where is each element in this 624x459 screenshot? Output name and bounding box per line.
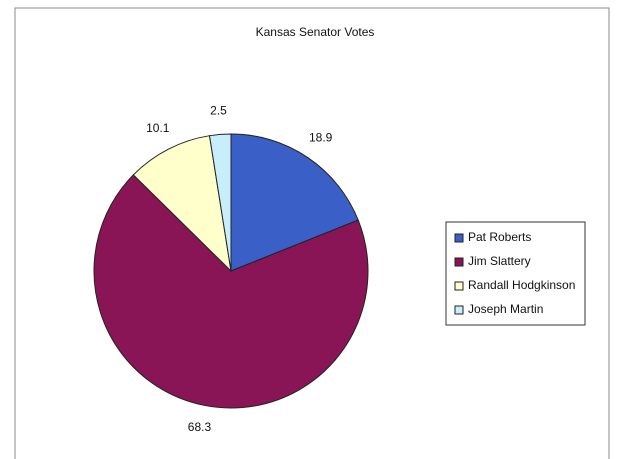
data-label: 18.9	[309, 131, 333, 145]
legend-label: Randall Hodgkinson	[468, 278, 575, 292]
legend-swatch	[454, 305, 464, 315]
data-label: 2.5	[210, 104, 227, 118]
pie-slice	[208, 133, 232, 272]
data-label: 10.1	[146, 121, 170, 135]
chart-title: Kansas Senator Votes	[256, 25, 375, 39]
pie-slice	[230, 133, 359, 272]
legend-swatch	[454, 233, 464, 243]
legend-label: Pat Roberts	[468, 230, 531, 244]
legend-swatch	[454, 257, 464, 267]
data-label: 68.3	[188, 420, 212, 434]
legend-label: Jim Slattery	[468, 254, 531, 268]
legend-box	[445, 221, 586, 326]
pie-slice	[132, 135, 232, 273]
pie-slice	[93, 174, 369, 409]
legend-label: Joseph Martin	[468, 302, 543, 316]
legend-swatch	[454, 281, 464, 291]
